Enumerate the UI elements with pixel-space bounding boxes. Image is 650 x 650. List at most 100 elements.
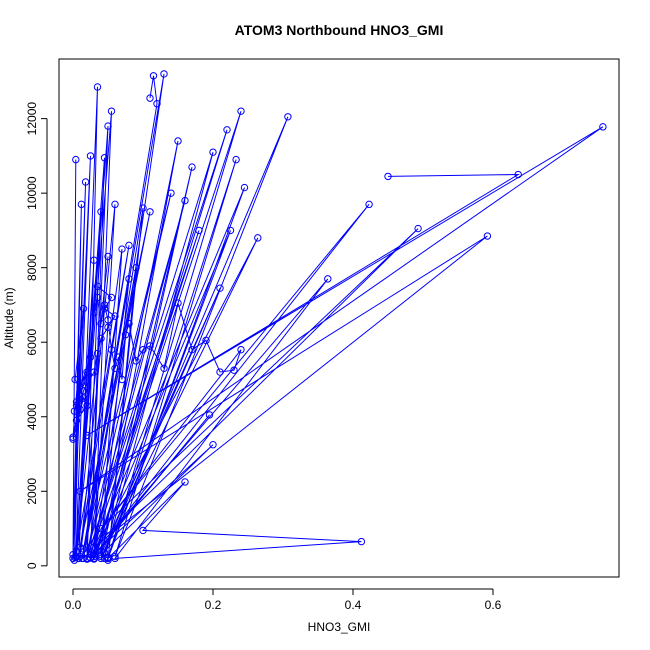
data-point [599,123,607,131]
plot-frame [58,58,620,578]
data-point [90,308,98,317]
data-point [93,282,102,291]
data-point [97,554,105,563]
series-6 [72,189,224,561]
data-point [104,316,112,324]
data-point [226,226,235,235]
data-point [118,245,126,253]
data-point [483,232,492,240]
x-axis-label: HNO3_GMI [308,620,371,634]
data-point [205,411,214,419]
data-point [71,375,79,384]
data-point [146,342,154,350]
data-point [104,122,112,130]
data-point [104,323,112,332]
data-point [384,172,392,181]
data-point [111,200,119,209]
x-tick-label: 0.2 [205,598,222,612]
data-point [72,416,81,425]
data-point [160,364,168,373]
y-tick-label: 6000 [25,329,39,356]
data-point [100,549,109,557]
data-point [181,478,189,486]
data-point [414,224,422,233]
data-point [514,170,522,179]
data-point [111,554,119,563]
y-tick-label: 4000 [25,403,39,430]
y-tick-label: 2000 [25,478,39,505]
data-point [139,526,147,535]
series-group [69,70,607,564]
data-point [216,284,224,292]
data-point [149,72,158,80]
data-point [93,83,102,91]
chart-title: ATOM3 Northbound HNO3_GMI [235,22,444,38]
data-point [90,368,98,376]
data-point [79,386,88,395]
data-point [111,312,119,320]
data-point [111,364,119,373]
data-point [324,275,332,283]
data-point [132,357,140,365]
data-point [223,126,231,134]
data-point [195,226,203,235]
series-line [76,193,221,557]
y-tick-label: 12000 [25,102,39,136]
y-axis: 0 2000 4000 6000 8000 10000 12000 [25,102,48,569]
x-tick-label: 0.6 [485,598,502,612]
data-point [76,405,84,414]
data-point [90,552,98,561]
data-point [86,152,95,160]
data-point [181,196,189,205]
data-point [81,178,90,186]
data-point [93,293,102,302]
x-tick-label: 0.4 [345,598,362,612]
data-point [72,155,80,164]
data-point [86,550,95,559]
y-axis-label: Altitude (m) [2,287,16,348]
data-point [167,189,175,197]
y-tick-label: 0 [25,562,39,569]
data-point [104,252,112,261]
x-tick-label: 0.0 [65,598,82,612]
data-point [100,304,109,313]
data-point [78,554,86,563]
series-line [72,297,242,548]
x-axis: 0.0 0.2 0.4 0.6 [65,588,502,612]
data-point [216,368,224,376]
data-point [357,537,366,546]
data-point [76,396,84,404]
data-point [153,100,161,108]
data-point [76,543,84,551]
data-point [77,200,86,209]
series-line [72,285,116,438]
data-point [111,552,119,561]
data-point [237,107,245,115]
data-point [284,113,292,121]
data-point [86,353,95,361]
data-point [230,366,238,374]
data-point [107,293,116,302]
series-line [79,126,604,559]
data-point [240,183,249,192]
data-point [146,208,154,216]
data-point [100,154,109,162]
data-point [146,94,154,102]
data-point [83,431,91,440]
data-point [125,241,133,250]
data-point [209,148,217,156]
data-point [202,336,210,345]
data-point [90,256,98,264]
data-point [232,155,240,164]
data-point [76,552,84,561]
data-point [97,550,105,559]
data-point [83,401,91,410]
data-point [79,394,88,402]
data-point [69,433,77,441]
data-point [209,441,217,449]
data-point [107,107,116,115]
data-point [160,70,168,78]
data-point [79,304,88,313]
data-point [188,163,196,171]
data-point [237,345,245,354]
